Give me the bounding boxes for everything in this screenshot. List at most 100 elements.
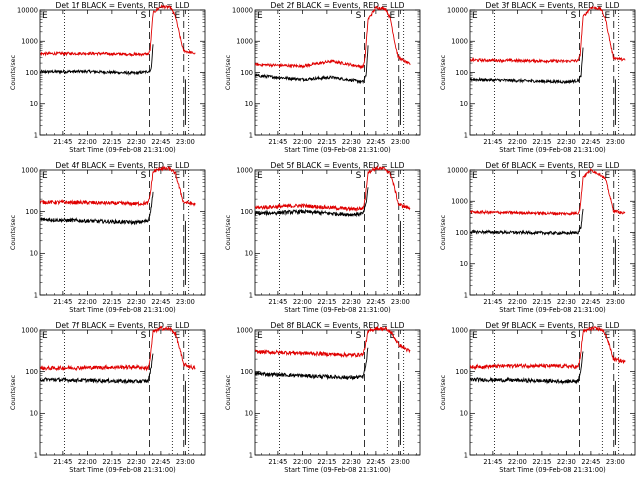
x-tick-label: 23:00: [391, 138, 410, 146]
x-tick-label: 21:45: [53, 298, 72, 306]
interval-marker-e: E: [472, 11, 478, 21]
x-tick-label: 23:00: [606, 138, 625, 146]
y-tick-label: 10: [460, 260, 468, 268]
x-tick-label: 22:15: [317, 138, 336, 146]
chart-panel-9: Det 9f BLACK = Events, RED = LLD 1 10 100 10…: [439, 321, 636, 474]
interval-marker-s: S: [571, 171, 577, 181]
y-tick-label: 10: [460, 100, 468, 108]
y-tick-label: 100: [240, 69, 253, 77]
chart-title: Det 4f BLACK = Events, RED = LLD: [56, 161, 190, 170]
y-axis-label: Counts/sec: [9, 54, 17, 90]
y-tick-label: 1000: [21, 166, 38, 174]
x-axis-label: Start Time (09-Feb-08 21:31:00): [69, 146, 176, 154]
lld-series-line: [40, 4, 196, 57]
interval-marker-e: E: [257, 11, 263, 21]
plot-frame: [39, 329, 206, 456]
y-axis-label: Counts/sec: [9, 214, 17, 250]
x-tick-label: 22:30: [342, 298, 361, 306]
y-tick-label: 1: [249, 131, 253, 139]
y-axis-label: Counts/sec: [439, 54, 447, 90]
lld-series-line: [254, 165, 411, 213]
plot-frame: [254, 329, 421, 456]
y-tick-label: 1000: [451, 198, 468, 206]
y-tick-label: 10: [30, 410, 38, 418]
x-tick-label: 21:45: [483, 298, 502, 306]
chart-title: Det 7f BLACK = Events, RED = LLD: [56, 321, 190, 330]
y-tick-label: 10: [245, 100, 253, 108]
y-tick-label: 1: [249, 451, 253, 459]
x-tick-label: 22:30: [557, 298, 576, 306]
interval-marker-s: S: [141, 11, 147, 21]
interval-marker-s: S: [356, 331, 362, 341]
interval-marker-e: E: [604, 11, 610, 21]
x-tick-label: 22:00: [78, 458, 97, 466]
plot-frame: [254, 169, 421, 296]
y-tick-label: 1000: [236, 38, 253, 46]
y-tick-label: 1000: [21, 38, 38, 46]
y-tick-label: 1: [34, 451, 38, 459]
x-tick-label: 22:45: [366, 138, 385, 146]
lld-series-line: [469, 168, 626, 217]
y-tick-label: 10000: [232, 6, 253, 14]
y-axis-label: Counts/sec: [224, 54, 232, 90]
y-tick-label: 100: [25, 368, 38, 376]
interval-marker-e: E: [257, 171, 263, 181]
x-tick-label: 22:15: [102, 298, 121, 306]
x-axis-label: Start Time (09-Feb-08 21:31:00): [284, 306, 391, 314]
x-tick-label: 23:00: [606, 458, 625, 466]
y-tick-label: 100: [455, 69, 468, 77]
events-series-line: [469, 208, 584, 236]
interval-marker-s: S: [571, 331, 577, 341]
events-series-line: [39, 353, 154, 385]
x-tick-label: 22:30: [127, 298, 146, 306]
y-tick-label: 100: [25, 208, 38, 216]
x-tick-label: 22:30: [557, 138, 576, 146]
x-tick-label: 23:00: [606, 298, 625, 306]
y-tick-label: 1000: [236, 326, 253, 334]
x-tick-label: 22:00: [508, 298, 527, 306]
chart-title: Det 2f BLACK = Events, RED = LLD: [271, 1, 405, 10]
y-tick-label: 1: [34, 291, 38, 299]
x-tick-label: 22:45: [581, 138, 600, 146]
y-axis-label: Counts/sec: [224, 374, 232, 410]
x-tick-label: 21:45: [483, 138, 502, 146]
lld-series-line: [254, 326, 411, 359]
x-tick-label: 22:15: [532, 458, 551, 466]
interval-marker-e: E: [174, 171, 180, 181]
x-tick-label: 22:15: [317, 458, 336, 466]
y-tick-label: 10: [245, 250, 253, 258]
x-tick-label: 22:30: [342, 138, 361, 146]
chart-panel-8: Det 8f BLACK = Events, RED = LLD 1 10 100 10…: [224, 321, 421, 474]
interval-marker-e: E: [472, 331, 478, 341]
y-tick-label: 1: [34, 131, 38, 139]
x-axis-label: Start Time (09-Feb-08 21:31:00): [284, 466, 391, 474]
chart-panel-6: Det 6f BLACK = Events, RED = LLD 1 10 100 10…: [439, 161, 636, 314]
interval-marker-e: E: [604, 331, 610, 341]
x-tick-label: 21:45: [268, 458, 287, 466]
interval-marker-e: E: [42, 171, 48, 181]
x-tick-label: 23:00: [176, 298, 195, 306]
chart-title: Det 8f BLACK = Events, RED = LLD: [271, 321, 405, 330]
y-tick-label: 10000: [17, 6, 38, 14]
events-series-line: [39, 191, 154, 226]
x-axis-label: Start Time (09-Feb-08 21:31:00): [499, 306, 606, 314]
x-tick-label: 22:00: [78, 138, 97, 146]
chart-panel-3: Det 3f BLACK = Events, RED = LLD 1 10 100 10…: [439, 1, 636, 154]
x-tick-label: 22:45: [581, 298, 600, 306]
y-tick-label: 100: [240, 208, 253, 216]
interval-marker-s: S: [356, 11, 362, 21]
y-tick-label: 1000: [451, 326, 468, 334]
y-tick-label: 10000: [447, 6, 468, 14]
x-tick-label: 23:00: [391, 458, 410, 466]
events-series-line: [469, 47, 584, 85]
y-tick-label: 100: [25, 69, 38, 77]
y-axis-label: Counts/sec: [9, 374, 17, 410]
interval-marker-e: E: [604, 171, 610, 181]
lld-series-line: [254, 5, 411, 70]
y-axis-label: Counts/sec: [439, 214, 447, 250]
y-tick-label: 10: [30, 100, 38, 108]
interval-marker-e: E: [389, 331, 395, 341]
interval-marker-s: S: [141, 331, 147, 341]
events-series-line: [254, 187, 369, 218]
x-tick-label: 22:00: [508, 138, 527, 146]
